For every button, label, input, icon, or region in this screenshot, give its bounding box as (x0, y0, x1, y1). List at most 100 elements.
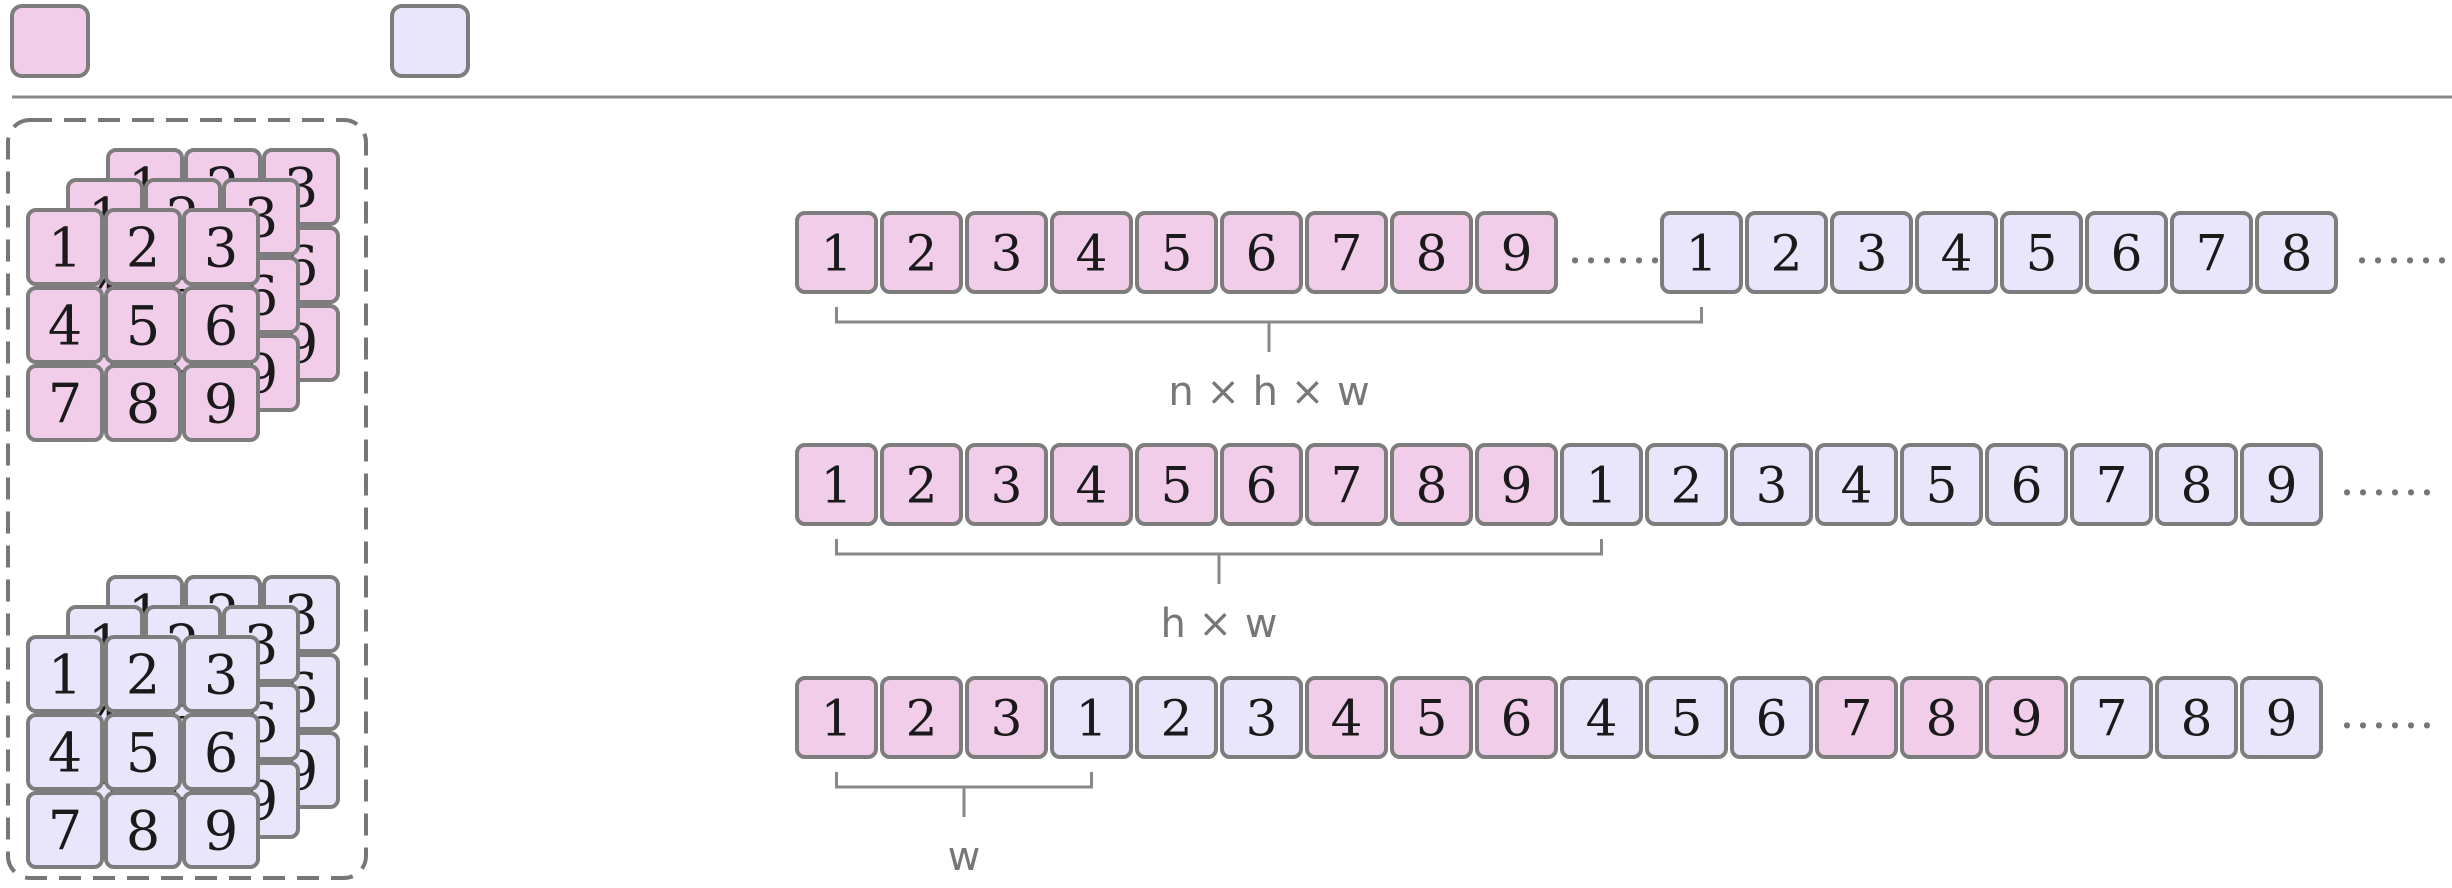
sequence-cell-number: 8 (2181, 457, 2213, 515)
sequence-cell-box (1900, 676, 1983, 759)
sequence-cell-number: 7 (1841, 690, 1873, 748)
sequence-cell: 3 (1220, 676, 1303, 759)
sequence-cell: 8 (2155, 443, 2238, 526)
sequence-cell-box (795, 211, 878, 294)
sequence-cell-box (1220, 211, 1303, 294)
sequence-cell-box (2000, 211, 2083, 294)
sequence-cell-number: 1 (821, 457, 853, 515)
sequence-cell: 4 (1305, 676, 1388, 759)
sequence-cell: 2 (880, 443, 963, 526)
sequence-cell-number: 6 (1501, 690, 1533, 748)
span-label: h × w (1160, 601, 1277, 647)
sequence-cell-box (1560, 676, 1643, 759)
sequence-cell: 1 (1050, 676, 1133, 759)
sequence-cell: 1 (795, 676, 878, 759)
sequence-cell-box (1135, 443, 1218, 526)
sequence-cell: 7 (2070, 676, 2153, 759)
sequence-cell-box (965, 676, 1048, 759)
stack-cell-box (104, 364, 182, 442)
stack-cell-number: 3 (204, 216, 238, 279)
sequence-cell-number: 1 (1076, 690, 1108, 748)
sequence-cell: 1 (795, 211, 878, 294)
sequence-cell-box (795, 443, 878, 526)
sequence-cell-box (2155, 676, 2238, 759)
sequence-cell-number: 3 (1856, 225, 1888, 283)
sequence-cell: 2 (1745, 211, 1828, 294)
sequence-cell: 5 (1390, 676, 1473, 759)
stack-cell: 5 (104, 713, 182, 791)
sequence-cell: 8 (1390, 211, 1473, 294)
stack-cell-number: 4 (48, 721, 82, 784)
stack-cell: 3 (182, 208, 260, 286)
sequence-cell-box (1645, 443, 1728, 526)
sequence-cell-box (1985, 676, 2068, 759)
stack-cell-number: 9 (204, 372, 238, 435)
sequence-cell-number: 5 (1161, 457, 1193, 515)
sequence-cell: 4 (1560, 676, 1643, 759)
stack-cell-number: 6 (204, 294, 238, 357)
sequence-cell-box (1220, 443, 1303, 526)
sequence-cell: 7 (1815, 676, 1898, 759)
sequence-cell-number: 6 (1756, 690, 1788, 748)
sequence-cell-number: 3 (991, 225, 1023, 283)
sequence-cell: 6 (1985, 443, 2068, 526)
sequence-cell: 6 (1730, 676, 1813, 759)
sequence-cell-number: 4 (1586, 690, 1618, 748)
stack-layer-3: 1 2 3 4 5 6 7 8 9 (26, 635, 260, 869)
sequence-cell-number: 5 (1161, 225, 1193, 283)
sequence-cell-box (1390, 211, 1473, 294)
sequence-cell: 4 (1050, 211, 1133, 294)
sequence-cell: 7 (2070, 443, 2153, 526)
sequence-cell-number: 4 (1941, 225, 1973, 283)
stack-cell: 4 (26, 286, 104, 364)
sequence-cell: 2 (880, 211, 963, 294)
sequence-cell: 5 (2000, 211, 2083, 294)
sequence-cell: 8 (1390, 443, 1473, 526)
stack-cell-box (104, 286, 182, 364)
sequence-cell-box (1915, 211, 1998, 294)
sequence-cell: 2 (1135, 676, 1218, 759)
sequence-cell-number: 7 (1331, 225, 1363, 283)
stack-cell-number: 2 (126, 216, 160, 279)
sequence-cell-number: 1 (821, 225, 853, 283)
stack-cell: 4 (26, 713, 104, 791)
sequence-cell: 5 (1900, 443, 1983, 526)
stack-cell-box (182, 791, 260, 869)
sequence-row-1: 1 2 3 4 5 6 7 8 9…… 1 2 3 4 5 6 7 8 ……n × h × w (795, 211, 2450, 415)
sequence-cell: 5 (1645, 676, 1728, 759)
stack-cell-box (26, 713, 104, 791)
stack-layer-3: 1 2 3 4 5 6 7 8 9 (26, 208, 260, 442)
sequence-cell: 9 (1985, 676, 2068, 759)
sequence-cell-number: 1 (1586, 457, 1618, 515)
stack-cell-number: 5 (126, 294, 160, 357)
stack-cell-box (182, 713, 260, 791)
sequence-cell: 9 (2240, 676, 2323, 759)
sequence-cell: 8 (2255, 211, 2338, 294)
sequence-cell-number: 2 (906, 457, 938, 515)
stack-cell: 5 (104, 286, 182, 364)
sequence-cell-box (1560, 443, 1643, 526)
sequence-cell-number: 8 (2281, 225, 2313, 283)
stack-cell-box (182, 208, 260, 286)
sequence-cell-box (1645, 676, 1728, 759)
span-label: n × h × w (1168, 369, 1369, 415)
sequence-cell-number: 9 (1501, 457, 1533, 515)
stack-cell: 7 (26, 364, 104, 442)
stack-cell-number: 8 (126, 799, 160, 862)
sequence-cell-number: 1 (1686, 225, 1718, 283)
sequence-row-2: 1 2 3 4 5 6 7 8 9 1 2 3 4 5 6 7 8 9 ……h × w (795, 443, 2435, 647)
sequence-cell-number: 6 (1246, 225, 1278, 283)
sequence-cell-box (2085, 211, 2168, 294)
sequence-cell-number: 2 (906, 225, 938, 283)
sequence-cell: 5 (1135, 443, 1218, 526)
stack-cell-number: 7 (48, 799, 82, 862)
sequence-cell-number: 6 (2011, 457, 2043, 515)
sequence-cell-number: 6 (2111, 225, 2143, 283)
sequence-cell-number: 7 (1331, 457, 1363, 515)
sequence-cell: 6 (1475, 676, 1558, 759)
sequence-cell-box (965, 443, 1048, 526)
sequence-cell-box (1745, 211, 1828, 294)
sequence-cell-number: 3 (1246, 690, 1278, 748)
sequence-cell-box (880, 676, 963, 759)
stack-cell: 2 (104, 635, 182, 713)
